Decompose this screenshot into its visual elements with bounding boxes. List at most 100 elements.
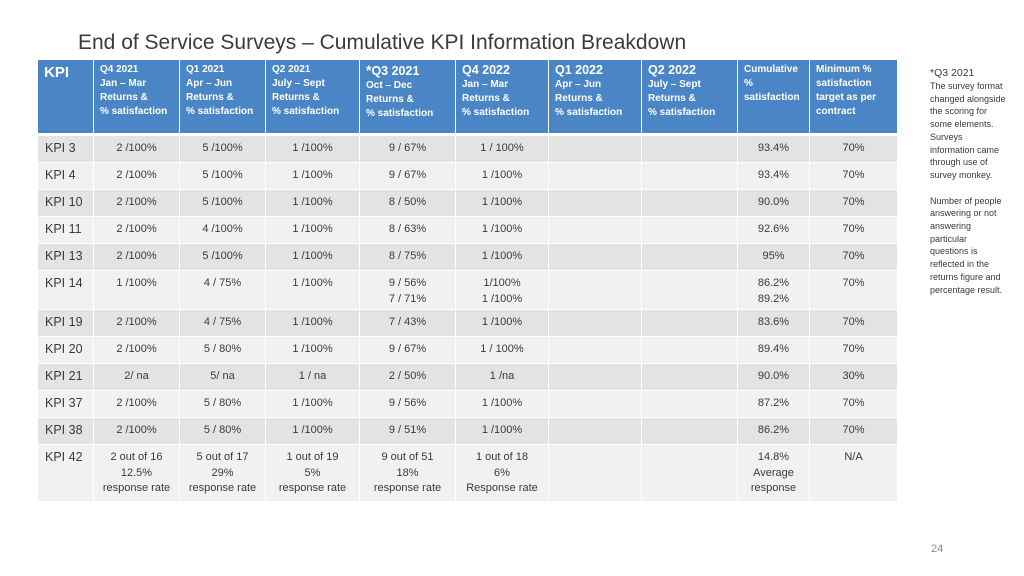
footnote-text-2: Number of people answering or not answer… (930, 195, 1003, 295)
table-cell: 30% (810, 364, 898, 391)
table-cell: 2 /100% (94, 310, 180, 337)
table-cell (549, 391, 642, 418)
cell-value: 9 out of 51 (381, 451, 434, 463)
table-cell: 70% (810, 190, 898, 217)
cell-value: 70% (842, 250, 865, 262)
cell-value: 1 /na (489, 370, 515, 382)
cell-value: 70% (842, 196, 865, 208)
cell-value: 1 /100% (292, 196, 333, 208)
cell-value: 5 / 80% (203, 397, 242, 409)
cell-value: 2 /100% (116, 424, 157, 436)
cell-value: 86.2% (757, 277, 790, 289)
header-line: Q4 2021 (100, 64, 139, 75)
table-cell: 1 / 100% (456, 337, 549, 364)
table-cell: 5 / 80% (180, 337, 266, 364)
cell-value: 1 /100% (481, 223, 523, 235)
cell-value: 5 / 80% (203, 424, 242, 436)
table-cell: 1 /100% (456, 217, 549, 244)
table-cell: 70% (810, 271, 898, 310)
table-cell: 2 /100% (94, 391, 180, 418)
table-cell: 2/ na (94, 364, 180, 391)
cell-value: 4 / 75% (203, 316, 242, 328)
cell-value: 29% (211, 466, 234, 479)
column-header-cumulative: Cumulative % satisfaction (738, 60, 810, 136)
table-cell: 83.6% (738, 310, 810, 337)
cell-value: 93.4% (757, 169, 790, 181)
table-cell: 70% (810, 418, 898, 445)
column-header-q4-2021: Q4 2021 Jan – Mar Returns & % satisfacti… (94, 60, 180, 136)
table-cell: 4 / 75% (180, 271, 266, 310)
page-title: End of Service Surveys – Cumulative KPI … (78, 31, 687, 54)
table-cell (549, 244, 642, 271)
kpi-label: KPI 42 (38, 445, 94, 502)
cell-value: 2 /100% (116, 250, 157, 262)
cell-value: response rate (278, 482, 347, 494)
table-cell: 4 / 75% (180, 310, 266, 337)
cell-value: 70% (842, 277, 865, 289)
cell-value: 5% (304, 466, 321, 479)
column-header-q1-2022: Q1 2022 Apr – Jun Returns & % satisfacti… (549, 60, 642, 136)
table-cell: 1 /100% (266, 190, 360, 217)
table-cell (642, 163, 738, 190)
table-cell: 2 /100% (94, 136, 180, 163)
table-cell: 90.0% (738, 190, 810, 217)
cell-value: 2 /100% (116, 223, 157, 235)
table-cell (642, 391, 738, 418)
kpi-label: KPI 14 (38, 271, 94, 310)
header-line: % satisfaction (186, 106, 254, 117)
cell-value: 1 /100% (292, 250, 333, 262)
table-row: KPI 14 1 /100% 4 / 75% 1 /100% 9 / 56% 7 / 71… (38, 271, 898, 310)
cell-value: 1 /100% (481, 196, 523, 208)
cell-value: 4 / 75% (203, 277, 242, 289)
table-cell (549, 271, 642, 310)
table-cell: 5 / 80% (180, 391, 266, 418)
cell-value: 2 /100% (116, 169, 157, 181)
table-cell: 1 / 100% (456, 136, 549, 163)
table-cell: 70% (810, 217, 898, 244)
table-cell: 70% (810, 310, 898, 337)
table-cell: 5 /100% (180, 136, 266, 163)
table-cell (549, 310, 642, 337)
cell-value: 93.4% (757, 142, 790, 154)
table-cell: 93.4% (738, 136, 810, 163)
table-row: KPI 20 2 /100% 5 / 80% 1 /100% 9 / 67% 1 / 10… (38, 337, 898, 364)
table-cell: 8 / 63% (360, 217, 456, 244)
table-cell: 5 / 80% (180, 418, 266, 445)
table-cell: 90.0% (738, 364, 810, 391)
cell-value: 1 / 100% (480, 343, 524, 355)
cell-value: 70% (842, 343, 865, 355)
kpi-label: KPI 10 (38, 190, 94, 217)
table-cell: 86.2% 89.2% (738, 271, 810, 310)
cell-value: 6% (494, 466, 510, 479)
cell-value: 1 /100% (292, 142, 333, 154)
table-cell (549, 337, 642, 364)
table-cell: 1 /100% (266, 136, 360, 163)
cell-value: 1 /100% (292, 169, 333, 181)
header-line: Jan – Mar (462, 79, 509, 90)
cell-value: 70% (842, 397, 865, 409)
cell-value: response rate (373, 482, 442, 494)
cell-value: 5 /100% (202, 196, 243, 208)
cell-value: N/A (844, 451, 863, 463)
cell-value: 1 /100% (116, 277, 157, 289)
cell-value: 95% (762, 250, 785, 262)
cell-value: 70% (842, 316, 865, 328)
table-cell: 1 /na (456, 364, 549, 391)
header-line: Q3 2021 (371, 64, 420, 78)
cell-value: Response rate (466, 482, 538, 494)
cell-value: 2 /100% (116, 142, 157, 154)
table-cell (642, 271, 738, 310)
cell-value: 14.8% (757, 451, 790, 463)
table-row: KPI 19 2 /100% 4 / 75% 1 /100% 7 / 43% 1 /100… (38, 310, 898, 337)
table-row: KPI 37 2 /100% 5 / 80% 1 /100% 9 / 56% 1 /100… (38, 391, 898, 418)
header-line: Jan – Mar (100, 78, 147, 89)
cell-value: 5/ na (210, 370, 235, 382)
header-line: Apr – Jun (555, 79, 602, 90)
footnote-title: *Q3 2021 (930, 67, 975, 79)
header-line: Returns & (272, 92, 320, 103)
table-cell: 14.8% Average response (738, 445, 810, 502)
table-cell (642, 190, 738, 217)
table-cell: 9 / 51% (360, 418, 456, 445)
table-cell: 1 out of 18 6% Response rate (456, 445, 549, 502)
table-row: KPI 4 2 /100% 5 /100% 1 /100% 9 / 67% 1 /100%… (38, 163, 898, 190)
